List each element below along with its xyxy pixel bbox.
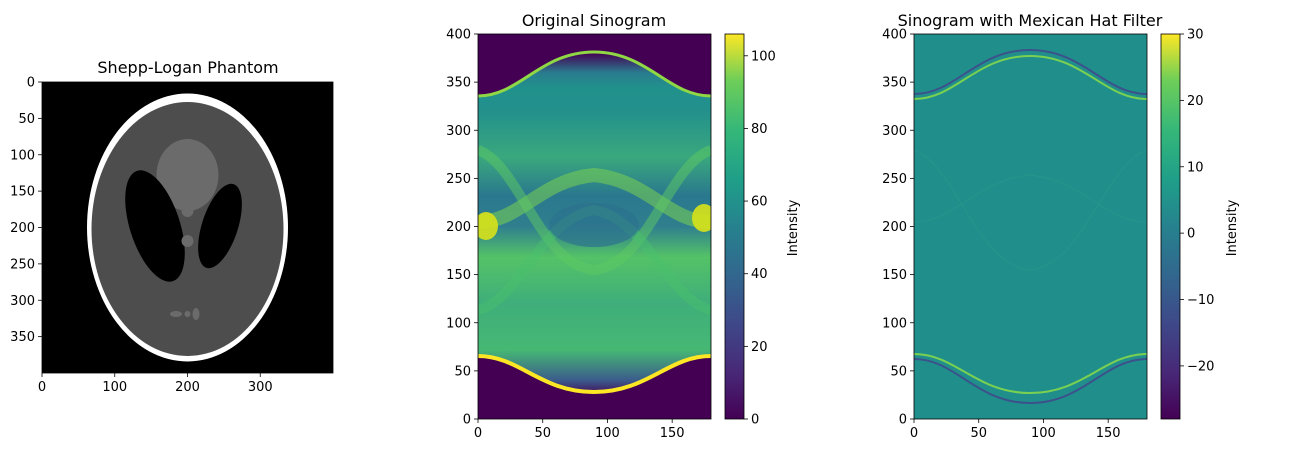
colorbar-tick-label: 20 (1187, 94, 1204, 109)
phantom-small-blob-5 (192, 308, 200, 320)
filtered-sinogram-colorbar-axis: −20 −10 0 10 20 30 (1180, 28, 1214, 374)
y-tick-label: 150 (882, 268, 907, 283)
filtered-sinogram-faint-line-1 (914, 149, 1147, 271)
x-tick-label: 50 (534, 426, 551, 441)
colorbar-tick-label: 0 (751, 413, 759, 428)
filtered-sinogram-colorbar-label: Intensity (1225, 199, 1240, 256)
y-tick-label: 150 (446, 268, 471, 283)
phantom-small-blob-4 (184, 311, 191, 317)
phantom-brain (91, 102, 284, 356)
colorbar-tick-label: −10 (1187, 293, 1214, 308)
original-sinogram-title: Original Sinogram (522, 11, 666, 30)
original-sinogram-colorbar-axis: 0 20 40 60 80 100 (744, 49, 776, 428)
original-sinogram-band-1 (478, 167, 711, 229)
y-tick-label: 400 (882, 28, 907, 43)
original-sinogram-panel: Original Sinogram 0 50 100 1500501001502002… (446, 11, 801, 441)
colorbar-tick-label: 100 (751, 49, 776, 64)
colorbar-tick-label: 80 (751, 122, 768, 137)
x-tick-label: 0 (910, 426, 918, 441)
original-sinogram-band-2 (478, 145, 711, 276)
phantom-panel: Shepp-Logan Phantom 0 100 200 300 0 50 100 150 2… (10, 58, 334, 395)
x-tick-label: 100 (1031, 426, 1056, 441)
phantom-left-ventricle (125, 170, 185, 282)
y-tick-label: 0 (27, 76, 35, 91)
filtered-sinogram-title: Sinogram with Mexican Hat Filter (898, 11, 1163, 30)
filtered-sinogram-lower-dark-line (914, 358, 1147, 405)
y-tick-label: 50 (18, 112, 35, 127)
y-tick-label: 150 (10, 185, 35, 200)
y-tick-label: 100 (446, 316, 471, 331)
y-tick-label: 100 (10, 148, 35, 163)
phantom-small-blob-3 (170, 311, 182, 317)
colorbar-tick-label: 60 (751, 195, 768, 210)
y-tick-label: 400 (446, 28, 471, 43)
filtered-sinogram-panel: Sinogram with Mexican Hat Filter 0 50 100 1… (882, 11, 1240, 441)
phantom-title: Shepp-Logan Phantom (97, 58, 278, 77)
phantom-axes: 0 100 200 300 0 50 100 150 200 250 300 350 (10, 76, 334, 395)
y-tick-label: 100 (882, 316, 907, 331)
colorbar-tick-label: 10 (1187, 160, 1204, 175)
y-tick-label: 350 (882, 76, 907, 91)
filtered-sinogram-image (914, 34, 1147, 419)
y-tick-label: 300 (446, 124, 471, 139)
x-tick-label: 300 (248, 380, 273, 395)
x-tick-label: 0 (38, 380, 46, 395)
colorbar-tick-label: −20 (1187, 359, 1214, 374)
filtered-sinogram-upper-bright-line (914, 54, 1147, 100)
colorbar-tick-label: 40 (751, 267, 768, 282)
filtered-sinogram-lower-bright-line (914, 353, 1147, 395)
y-tick-label: 350 (446, 76, 471, 91)
original-sinogram-colorbar (724, 33, 745, 420)
x-tick-label: 100 (595, 426, 620, 441)
x-tick-label: 200 (175, 380, 200, 395)
filtered-sinogram-axes: 0 50 100 150 0 50 100 150 200 250 300 350 400 (882, 28, 1148, 441)
y-tick-label: 250 (10, 257, 35, 272)
original-sinogram-right-hot (692, 204, 711, 232)
y-tick-label: 300 (10, 294, 35, 309)
x-tick-label: 150 (1096, 426, 1121, 441)
y-tick-label: 350 (10, 330, 35, 345)
phantom-right-ventricle (198, 183, 242, 269)
y-tick-label: 200 (446, 220, 471, 235)
original-sinogram-top-region (478, 34, 711, 96)
y-tick-label: 250 (882, 172, 907, 187)
y-tick-label: 300 (882, 124, 907, 139)
x-tick-label: 50 (970, 426, 987, 441)
filtered-sinogram-colorbar (1160, 33, 1181, 420)
original-sinogram-lower-edge (478, 354, 711, 395)
y-tick-label: 50 (454, 364, 471, 379)
original-sinogram-colorbar-label: Intensity (786, 199, 801, 256)
y-tick-label: 50 (890, 364, 907, 379)
y-tick-label: 200 (882, 220, 907, 235)
y-tick-label: 250 (446, 172, 471, 187)
filtered-sinogram-upper-dark-line (914, 48, 1147, 95)
colorbar-tick-label: 30 (1187, 28, 1204, 43)
y-tick-label: 0 (899, 413, 907, 428)
y-tick-label: 0 (463, 413, 471, 428)
x-tick-label: 150 (660, 426, 685, 441)
phantom-small-blob-2 (181, 235, 194, 247)
phantom-central-ellipse (156, 139, 219, 211)
original-sinogram-upper-edge (478, 50, 711, 98)
x-tick-label: 100 (102, 380, 127, 395)
original-sinogram-left-hot (478, 212, 498, 240)
original-sinogram-axes: 0 50 100 150 0 50 100 150 200 250 300 350 400 (446, 28, 712, 441)
original-sinogram-bottom-region (478, 356, 711, 419)
filtered-sinogram-faint-line-2 (914, 174, 1147, 223)
y-tick-label: 200 (10, 221, 35, 236)
original-sinogram-center-dark (549, 203, 639, 247)
colorbar-tick-label: 20 (751, 340, 768, 355)
phantom-small-blob-1 (181, 205, 194, 217)
x-tick-label: 0 (474, 426, 482, 441)
colorbar-tick-label: 0 (1187, 227, 1195, 242)
